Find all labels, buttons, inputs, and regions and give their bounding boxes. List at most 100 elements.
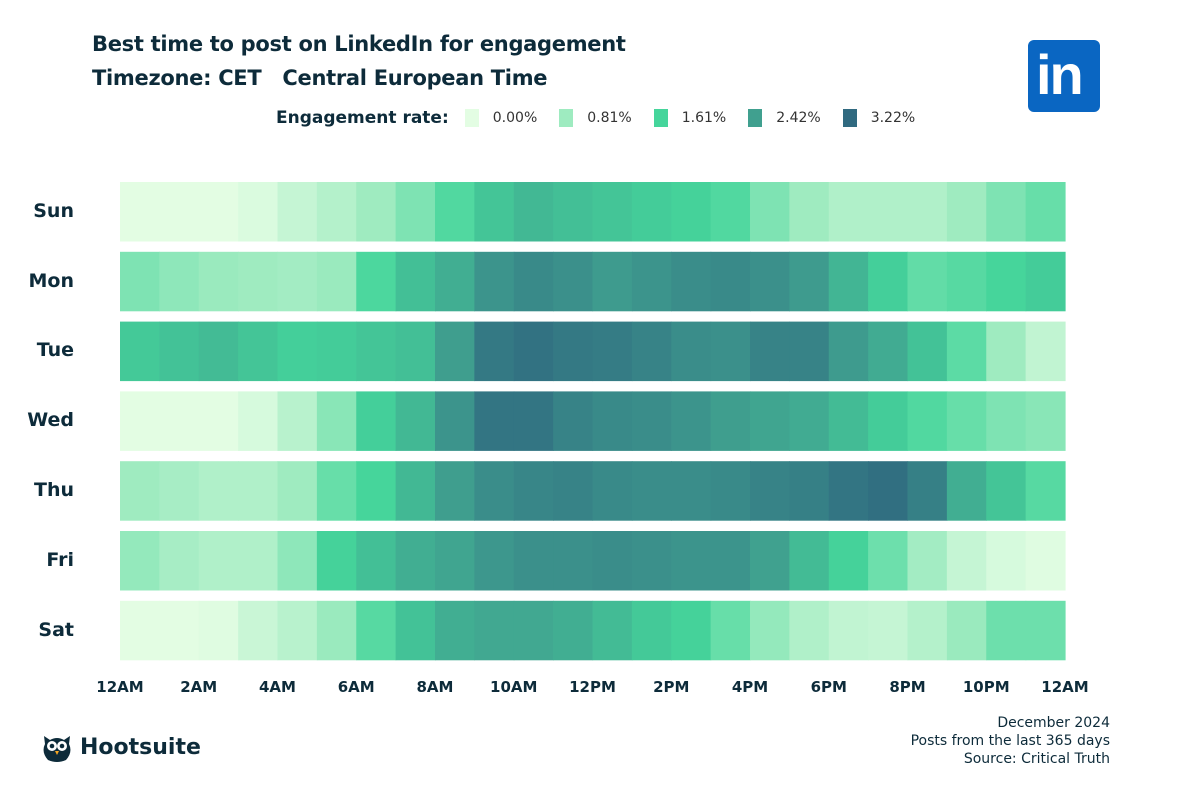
heatmap-cell-mon-10 bbox=[513, 251, 554, 312]
heatmap-cell-wed-12 bbox=[592, 391, 633, 451]
x-tick-label: 8AM bbox=[416, 678, 454, 696]
heatmap-cell-fri-15 bbox=[710, 531, 751, 591]
legend-label-0: 0.00% bbox=[492, 110, 538, 126]
linkedin-logo: in bbox=[1028, 40, 1100, 112]
heatmap-cell-wed-15 bbox=[710, 391, 751, 451]
x-tick-label: 4PM bbox=[731, 678, 769, 696]
heatmap-cell-fri-1 bbox=[159, 531, 200, 591]
heatmap-cell-fri-3 bbox=[238, 531, 279, 591]
footer-range: Posts from the last 365 days bbox=[910, 733, 1110, 749]
heatmap-cell-mon-20 bbox=[907, 251, 948, 312]
heatmap-cell-sat-20 bbox=[907, 600, 948, 661]
heatmap-cell-sat-23 bbox=[1025, 600, 1066, 661]
heatmap-cell-tue-12 bbox=[592, 321, 633, 382]
heatmap-cell-fri-23 bbox=[1025, 531, 1066, 591]
heatmap-cell-tue-13 bbox=[631, 321, 672, 382]
heatmap-cell-tue-17 bbox=[789, 321, 830, 382]
heatmap-cell-thu-20 bbox=[907, 461, 948, 521]
heatmap-cell-wed-0 bbox=[120, 391, 160, 451]
heatmap-cell-mon-14 bbox=[671, 251, 712, 312]
heatmap-cell-thu-11 bbox=[553, 461, 594, 521]
heatmap-cell-sun-11 bbox=[553, 182, 594, 242]
heatmap-cell-sun-1 bbox=[159, 182, 200, 242]
x-tick-label: 10PM bbox=[962, 678, 1010, 696]
heatmap-cell-thu-1 bbox=[159, 461, 200, 521]
heatmap-cell-wed-17 bbox=[789, 391, 830, 451]
heatmap-cell-wed-1 bbox=[159, 391, 200, 451]
heatmap-cell-wed-3 bbox=[238, 391, 279, 451]
heatmap-cell-tue-22 bbox=[986, 321, 1027, 382]
heatmap-cell-fri-17 bbox=[789, 531, 830, 591]
linkedin-logo-text: in bbox=[1036, 43, 1084, 106]
heatmap-cell-mon-5 bbox=[316, 251, 357, 312]
heatmap-cell-wed-9 bbox=[474, 391, 515, 451]
heatmap-cell-sun-0 bbox=[120, 182, 160, 242]
heatmap-cell-sun-17 bbox=[789, 182, 830, 242]
legend-title: Engagement rate: bbox=[276, 108, 449, 128]
heatmap-cell-mon-18 bbox=[828, 251, 869, 312]
heatmap-cell-sat-16 bbox=[750, 600, 790, 661]
heatmap-cell-mon-4 bbox=[277, 251, 318, 312]
heatmap-cell-thu-5 bbox=[316, 461, 357, 521]
heatmap-cell-tue-8 bbox=[435, 321, 475, 382]
heatmap-cell-thu-2 bbox=[198, 461, 239, 521]
row-label-sun: Sun bbox=[33, 199, 74, 222]
heatmap-cell-mon-11 bbox=[553, 251, 594, 312]
heatmap-cell-sat-12 bbox=[592, 600, 633, 661]
heatmap-cell-fri-2 bbox=[198, 531, 239, 591]
heatmap-cell-thu-17 bbox=[789, 461, 830, 521]
heatmap-cell-fri-4 bbox=[277, 531, 318, 591]
heatmap-cell-sun-20 bbox=[907, 182, 948, 242]
heatmap-cell-thu-14 bbox=[671, 461, 712, 521]
heatmap-cell-wed-21 bbox=[946, 391, 987, 451]
x-tick-label: 10AM bbox=[490, 678, 538, 696]
heatmap-cell-tue-7 bbox=[395, 321, 436, 382]
heatmap-cell-wed-22 bbox=[986, 391, 1027, 451]
heatmap-cell-sun-3 bbox=[238, 182, 279, 242]
heatmap-cell-sat-11 bbox=[553, 600, 594, 661]
heatmap-cell-fri-0 bbox=[120, 531, 160, 591]
heatmap-cell-sun-21 bbox=[946, 182, 987, 242]
heatmap-cell-mon-22 bbox=[986, 251, 1027, 312]
heatmap-cell-tue-20 bbox=[907, 321, 948, 382]
heatmap-cell-fri-9 bbox=[474, 531, 515, 591]
heatmap-cell-sun-8 bbox=[435, 182, 475, 242]
legend-label-2: 1.61% bbox=[681, 110, 727, 126]
heatmap-cell-mon-8 bbox=[435, 251, 475, 312]
heatmap-cell-sat-6 bbox=[356, 600, 397, 661]
heatmap-cell-tue-0 bbox=[120, 321, 160, 382]
heatmap-cell-fri-18 bbox=[828, 531, 869, 591]
heatmap-cell-sun-12 bbox=[592, 182, 633, 242]
row-label-mon: Mon bbox=[28, 269, 75, 292]
heatmap-cell-wed-2 bbox=[198, 391, 239, 451]
heatmap-cell-mon-17 bbox=[789, 251, 830, 312]
heatmap-cell-sun-19 bbox=[868, 182, 909, 242]
legend-swatch-4 bbox=[842, 109, 857, 127]
heatmap-cell-sun-14 bbox=[671, 182, 712, 242]
heatmap-cell-wed-6 bbox=[356, 391, 397, 451]
heatmap-cell-mon-23 bbox=[1025, 251, 1066, 312]
x-tick-label: 12AM bbox=[1041, 678, 1089, 696]
heatmap-cell-thu-13 bbox=[631, 461, 672, 521]
heatmap-cell-sat-14 bbox=[671, 600, 712, 661]
heatmap-cell-sat-22 bbox=[986, 600, 1027, 661]
heatmap-cell-mon-15 bbox=[710, 251, 751, 312]
legend-label-1: 0.81% bbox=[587, 110, 632, 126]
heatmap-cell-fri-10 bbox=[513, 531, 554, 591]
legend-swatch-0 bbox=[464, 109, 479, 127]
hootsuite-logo: Hootsuite bbox=[40, 730, 201, 764]
heatmap-cell-sun-6 bbox=[356, 182, 397, 242]
x-tick-label: 4AM bbox=[259, 678, 296, 696]
heatmap-cell-wed-23 bbox=[1025, 391, 1066, 451]
heatmap-cell-tue-23 bbox=[1025, 321, 1066, 382]
x-tick-label: 6PM bbox=[810, 678, 847, 696]
heatmap-cell-tue-5 bbox=[316, 321, 357, 382]
heatmap-cell-sun-16 bbox=[750, 182, 790, 242]
legend-label-3: 2.42% bbox=[776, 110, 821, 126]
heatmap-cell-sun-13 bbox=[631, 182, 672, 242]
heatmap-cell-tue-11 bbox=[553, 321, 594, 382]
heatmap-cell-thu-3 bbox=[238, 461, 279, 521]
heatmap-cell-fri-21 bbox=[946, 531, 987, 591]
heatmap-cell-mon-13 bbox=[631, 251, 672, 312]
footer-date: December 2024 bbox=[997, 715, 1110, 731]
